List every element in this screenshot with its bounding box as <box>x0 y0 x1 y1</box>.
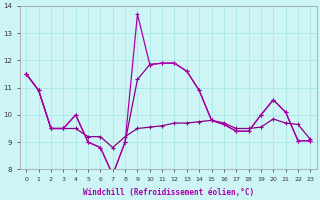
X-axis label: Windchill (Refroidissement éolien,°C): Windchill (Refroidissement éolien,°C) <box>83 188 254 197</box>
